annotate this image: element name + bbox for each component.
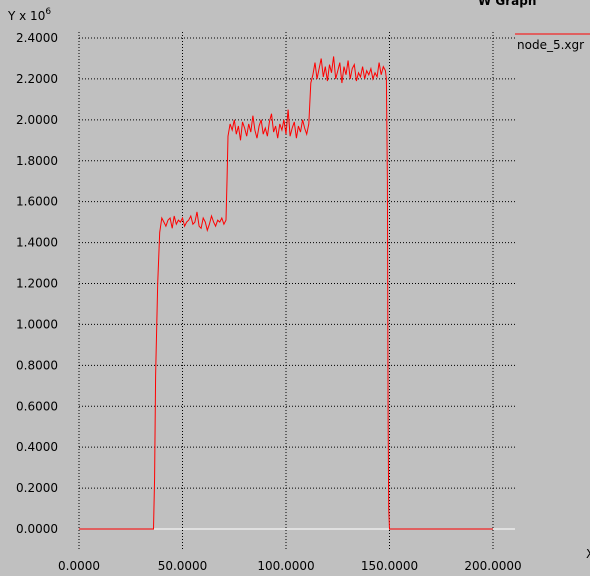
y-tick-label: 2.0000 bbox=[16, 113, 58, 127]
y-tick-label: 0.6000 bbox=[16, 399, 58, 413]
x-axis-label: X bbox=[586, 547, 590, 561]
x-tick-label: 0.0000 bbox=[58, 559, 100, 573]
legend: node_5.xgr bbox=[515, 33, 590, 52]
legend-label: node_5.xgr bbox=[517, 38, 584, 52]
x-tick-label: 150.0000 bbox=[361, 559, 418, 573]
y-axis-label: Y x 106 bbox=[7, 7, 51, 23]
x-tick-label: 50.0000 bbox=[158, 559, 208, 573]
x-tick-label: 100.0000 bbox=[257, 559, 314, 573]
y-tick-label: 1.8000 bbox=[16, 154, 58, 168]
series-lines bbox=[79, 56, 493, 530]
y-tick-label: 0.2000 bbox=[16, 481, 58, 495]
y-tick-label: 1.4000 bbox=[16, 236, 58, 250]
window-title-fragment: W Graph bbox=[478, 0, 536, 8]
x-tick-labels: 0.0000 50.0000 100.0000 150.0000 200.0000 bbox=[58, 559, 522, 573]
grid-lines bbox=[78, 32, 515, 550]
x-tick-label: 200.0000 bbox=[464, 559, 521, 573]
series-line-node-5-xgr bbox=[79, 56, 493, 530]
y-tick-label: 0.8000 bbox=[16, 358, 58, 372]
y-tick-label: 2.4000 bbox=[16, 31, 58, 45]
y-tick-label: 1.0000 bbox=[16, 317, 58, 331]
y-tick-label: 1.2000 bbox=[16, 277, 58, 291]
y-tick-label: 0.0000 bbox=[16, 522, 58, 536]
y-tick-label: 1.6000 bbox=[16, 195, 58, 209]
y-tick-label: 2.2000 bbox=[16, 72, 58, 86]
y-tick-labels: 0.0000 0.2000 0.4000 0.6000 0.8000 1.0000 1.20… bbox=[16, 31, 58, 536]
y-tick-label: 0.4000 bbox=[16, 440, 58, 454]
